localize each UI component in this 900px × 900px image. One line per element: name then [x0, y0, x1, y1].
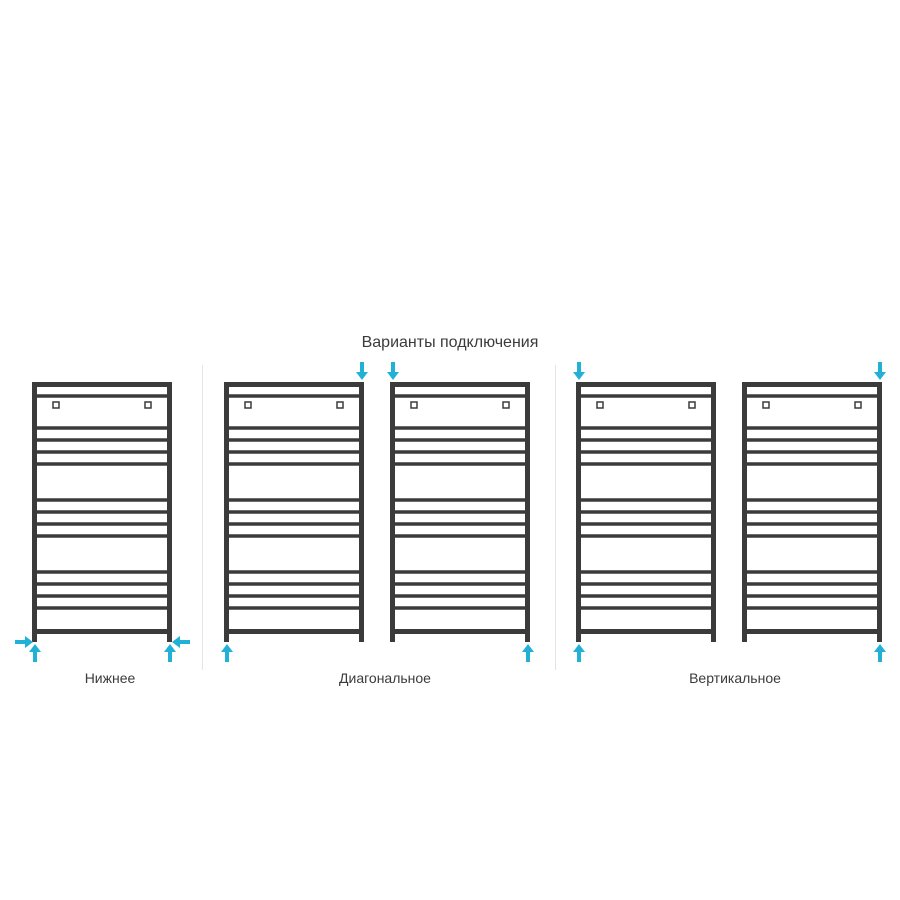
flow-arrow-icon	[353, 362, 371, 380]
flow-arrow-icon	[871, 644, 889, 662]
radiator-icon	[32, 382, 172, 647]
group-label: Вертикальное	[680, 670, 790, 686]
flow-arrow-icon	[384, 362, 402, 380]
radiator-icon	[742, 382, 882, 647]
flow-arrow-icon	[871, 362, 889, 380]
page-title: Варианты подключения	[0, 334, 900, 352]
flow-arrow-icon	[519, 644, 537, 662]
radiator-icon	[576, 382, 716, 647]
flow-arrow-icon	[570, 362, 588, 380]
radiator-icon	[224, 382, 364, 647]
flow-arrow-icon	[161, 644, 179, 662]
group-separator	[202, 365, 203, 670]
flow-arrow-icon	[570, 644, 588, 662]
group-label: Нижнее	[80, 670, 140, 686]
group-label: Диагональное	[330, 670, 440, 686]
flow-arrow-icon	[218, 644, 236, 662]
flow-arrow-icon	[26, 644, 44, 662]
group-separator	[555, 365, 556, 670]
diagram-page: Варианты подключения Нижнее Диагональное В…	[0, 0, 900, 900]
radiator-icon	[390, 382, 530, 647]
